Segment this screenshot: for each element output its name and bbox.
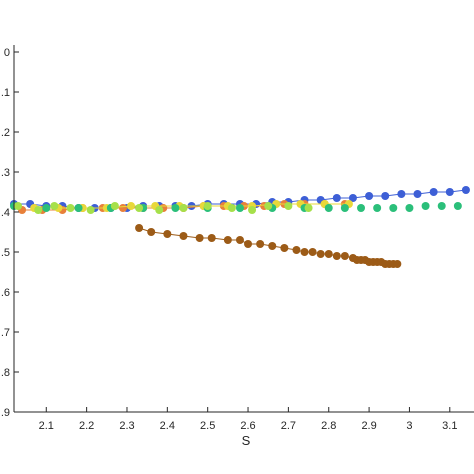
data-point xyxy=(179,204,188,212)
y-tick-label: .1 xyxy=(1,87,10,99)
data-point xyxy=(118,204,127,212)
data-point xyxy=(453,202,462,210)
data-point xyxy=(155,206,164,214)
data-point xyxy=(373,204,382,212)
x-tick-label: 2.9 xyxy=(361,420,376,432)
data-point xyxy=(235,236,244,244)
data-point xyxy=(34,206,43,214)
data-point xyxy=(223,236,232,244)
series-layer xyxy=(10,186,470,268)
data-point xyxy=(421,202,430,210)
x-tick-label: 3.1 xyxy=(442,420,457,432)
data-point xyxy=(74,204,83,212)
data-point xyxy=(227,204,236,212)
y-tick-label: .2 xyxy=(1,127,10,139)
data-point xyxy=(357,204,366,212)
data-point xyxy=(127,202,136,210)
y-tick-label: .8 xyxy=(1,367,10,379)
data-point xyxy=(300,248,309,256)
data-point xyxy=(413,190,422,198)
x-tick-label: 2.1 xyxy=(39,420,54,432)
y-tick-label: 0 xyxy=(4,47,10,59)
x-tick-label: 2.6 xyxy=(240,420,255,432)
data-point xyxy=(86,206,95,214)
data-point xyxy=(340,204,349,212)
data-point xyxy=(248,206,257,214)
data-point xyxy=(110,202,119,210)
data-point xyxy=(235,204,244,212)
data-point xyxy=(42,204,51,212)
data-point xyxy=(393,260,402,268)
data-point xyxy=(280,244,289,252)
x-tick-label: 2.3 xyxy=(119,420,134,432)
series-line xyxy=(34,203,349,209)
data-point xyxy=(332,252,341,260)
data-point xyxy=(324,250,333,258)
data-point xyxy=(292,246,301,254)
data-point xyxy=(381,192,390,200)
x-tick-label: 2.2 xyxy=(79,420,94,432)
data-point xyxy=(256,240,265,248)
data-point xyxy=(147,228,156,236)
data-point xyxy=(405,204,414,212)
data-point xyxy=(461,186,470,194)
data-point xyxy=(66,204,75,212)
data-point xyxy=(304,204,313,212)
data-point xyxy=(308,248,317,256)
data-point xyxy=(348,194,357,202)
data-point xyxy=(397,190,406,198)
y-tick-label: .4 xyxy=(1,207,10,219)
data-point xyxy=(332,194,341,202)
series-5 xyxy=(135,224,402,268)
data-point xyxy=(163,230,172,238)
x-axis-label: S xyxy=(242,433,251,448)
data-point xyxy=(316,250,325,258)
y-tick-label: .7 xyxy=(1,327,10,339)
y-tick-label: .5 xyxy=(1,247,10,259)
data-point xyxy=(284,202,293,210)
data-point xyxy=(195,234,204,242)
data-point xyxy=(203,202,212,210)
data-point xyxy=(14,202,23,210)
data-point xyxy=(429,188,438,196)
data-point xyxy=(244,240,253,248)
y-tick-label: .6 xyxy=(1,287,10,299)
data-point xyxy=(268,242,277,250)
x-tick-label: 2.7 xyxy=(281,420,296,432)
data-point xyxy=(264,202,273,210)
y-axis-ticks: 0 .1 .2 .3 .4 .5 .6 .7 .8 .9 xyxy=(1,47,19,419)
data-point xyxy=(207,234,216,242)
data-point xyxy=(50,202,59,210)
data-point xyxy=(135,204,144,212)
x-tick-label: 2.5 xyxy=(200,420,215,432)
data-point xyxy=(135,224,144,232)
x-tick-label: 2.8 xyxy=(321,420,336,432)
data-point xyxy=(324,204,333,212)
data-point xyxy=(340,252,349,260)
data-point xyxy=(365,192,374,200)
data-point xyxy=(445,188,454,196)
x-tick-label: 2.4 xyxy=(160,420,175,432)
x-tick-label: 3 xyxy=(406,420,412,432)
x-axis-ticks: 2.1 2.2 2.3 2.4 2.5 2.6 2.7 2.8 2.9 3 3.1 xyxy=(39,407,457,432)
y-tick-label: .9 xyxy=(1,407,10,419)
series-4 xyxy=(14,202,313,214)
data-point xyxy=(171,204,180,212)
data-point xyxy=(389,204,398,212)
data-point xyxy=(179,232,188,240)
data-point xyxy=(437,202,446,210)
y-tick-label: .3 xyxy=(1,167,10,179)
